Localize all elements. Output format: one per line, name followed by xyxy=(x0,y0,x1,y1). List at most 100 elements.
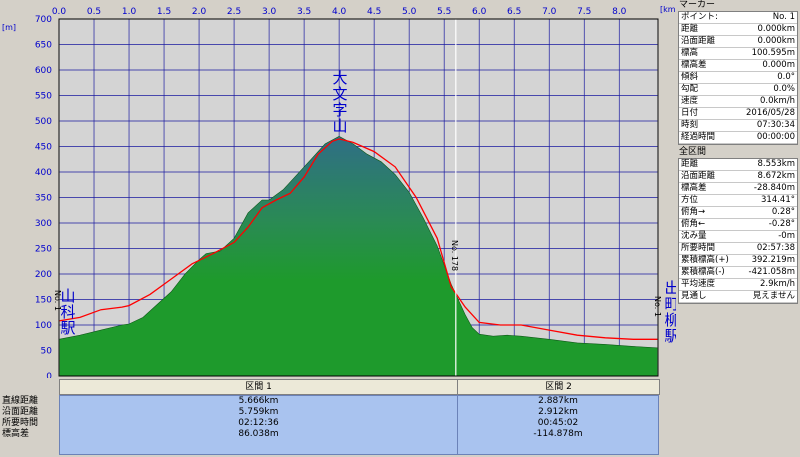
y-tick-label: 700 xyxy=(35,15,52,25)
marker-row-value: 0.0° xyxy=(777,72,795,82)
total-row-value: -28.840m xyxy=(753,183,795,193)
section-2-values[interactable]: 2.887km 2.912km 00:45:02 -114.878m xyxy=(457,395,659,455)
row-label-elevation-diff: 標高差 xyxy=(2,429,30,439)
y-tick-label: 500 xyxy=(35,117,52,127)
section-1-duration: 02:12:36 xyxy=(238,418,279,428)
total-row-label: 沿面距離 xyxy=(681,171,716,181)
total-row: 距離 8.553km xyxy=(679,159,797,171)
y-tick-label: 250 xyxy=(35,245,52,255)
marker-row: 速度 0.0km/h xyxy=(679,96,797,108)
total-row: 平均速度 2.9km/h xyxy=(679,279,797,291)
total-row-value: -0.28° xyxy=(768,219,795,229)
elevation-chart[interactable]: 0 50 100 150 200 250 300 350 400 450 500 550 600 650 7… xyxy=(0,0,680,378)
total-row-value: -421.058m xyxy=(748,267,796,277)
x-tick-label: 4.0 xyxy=(332,7,347,17)
section-1-header[interactable]: 区間 1 xyxy=(59,379,458,395)
peak-label: 大文字山 xyxy=(332,70,348,134)
marker-row-label: 速度 xyxy=(681,96,699,106)
elevation-chart-svg[interactable]: 0 50 100 150 200 250 300 350 400 450 500 550 600 650 7… xyxy=(0,0,676,378)
start-point-label: No. 1 xyxy=(53,290,62,311)
marker-row: 勾配 0.0% xyxy=(679,84,797,96)
marker-row-label: ポイント: xyxy=(681,12,718,22)
y-tick-label: 450 xyxy=(35,143,52,153)
plot-frame xyxy=(58,18,659,377)
section-1-elevation-diff: 86.038m xyxy=(238,429,279,439)
y-tick-label: 650 xyxy=(35,41,52,51)
marker-row: 距離 0.000km xyxy=(679,24,797,36)
x-tick-label: 1.5 xyxy=(157,7,171,17)
total-row-value: 見えません xyxy=(752,291,795,301)
total-row-value: 314.41° xyxy=(761,195,795,205)
total-row-label: 所要時間 xyxy=(681,243,716,253)
x-tick-label: 2.5 xyxy=(227,7,241,17)
x-tick-label: 7.0 xyxy=(542,7,557,17)
total-row-value: 02:57:38 xyxy=(756,243,795,253)
row-label-surface-distance: 沿面距離 xyxy=(2,407,39,417)
gps-track-line xyxy=(58,138,658,340)
x-tick-label: 2.0 xyxy=(192,7,207,17)
info-panel: マーカー ポイント: No. 1 距離 0.000km 沿面距離 0.000km 標高 100… xyxy=(676,0,800,457)
marker-row-value: 0.000m xyxy=(762,60,795,70)
y-tick-label: 300 xyxy=(35,219,52,229)
marker-row-label: 距離 xyxy=(681,24,699,34)
y-tick-label: 200 xyxy=(35,270,52,280)
total-row-label: 俯角← xyxy=(681,219,706,229)
label-char: 大 xyxy=(332,69,348,87)
label-char: 柳 xyxy=(664,311,680,329)
x-tick-label: 7.5 xyxy=(577,7,591,17)
section-1-surface-distance: 5.759km xyxy=(238,407,279,417)
section-1-values[interactable]: 5.666km 5.759km 02:12:36 86.038m xyxy=(59,395,458,455)
marker-row-value: 100.595m xyxy=(751,48,795,58)
y-tick-label: 150 xyxy=(35,296,52,306)
section-1-straight-distance: 5.666km xyxy=(238,396,279,406)
row-label-straight-distance: 直線距離 xyxy=(2,396,39,406)
marker-row: 時刻 07:30:34 xyxy=(679,120,797,132)
marker-row-label: 日付 xyxy=(681,108,699,118)
marker-row-value: 2016/05/28 xyxy=(746,108,795,118)
row-label-duration: 所要時間 xyxy=(2,418,39,428)
total-row: 俯角← -0.28° xyxy=(679,219,797,231)
marker-panel-title: マーカー xyxy=(679,0,716,10)
total-row-label: 俯角→ xyxy=(681,207,706,217)
label-char: 駅 xyxy=(664,327,680,345)
marker-row-label: 経過時間 xyxy=(681,132,716,142)
total-row: 累積標高(-) -421.058m xyxy=(679,267,797,279)
total-row: 見通し 見えません xyxy=(679,291,797,303)
total-row: 方位 314.41° xyxy=(679,195,797,207)
marker-row-value: 07:30:34 xyxy=(756,120,795,130)
section-2-elevation-diff: -114.878m xyxy=(533,429,583,439)
total-info-table: 距離 8.553km 沿面距離 8.672km 標高差 -28.840m 方位 314.41°… xyxy=(678,158,798,304)
total-row: 俯角→ 0.28° xyxy=(679,207,797,219)
marker-row: 傾斜 0.0° xyxy=(679,72,797,84)
marker-row-value: 0.0% xyxy=(773,84,795,94)
total-row-value: -0m xyxy=(778,231,795,241)
total-row-value: 8.553km xyxy=(757,159,795,169)
section-2-title: 区間 2 xyxy=(545,382,572,392)
marker-row: 標高 100.595m xyxy=(679,48,797,60)
marker-row-value: No. 1 xyxy=(772,12,795,22)
total-row-label: 累積標高(+) xyxy=(681,255,729,265)
end-point-label: No. 1 xyxy=(653,296,662,317)
x-tick-label: 4.5 xyxy=(367,7,381,17)
total-row-value: 392.219m xyxy=(751,255,795,265)
y-tick-label: 350 xyxy=(35,194,52,204)
marker-row: 経過時間 00:00:00 xyxy=(679,132,797,144)
divider-point-label: No. 178 xyxy=(450,240,459,272)
marker-row-label: 沿面距離 xyxy=(681,36,716,46)
total-row: 標高差 -28.840m xyxy=(679,183,797,195)
x-tick-label: 6.5 xyxy=(507,7,521,17)
marker-row-label: 標高差 xyxy=(681,60,707,70)
y-tick-label: 50 xyxy=(41,347,53,357)
section-1-title: 区間 1 xyxy=(245,382,272,392)
section-2-header[interactable]: 区間 2 xyxy=(457,379,660,395)
x-tick-label: 5.5 xyxy=(437,7,451,17)
total-row-label: 平均速度 xyxy=(681,279,716,289)
marker-row-label: 標高 xyxy=(681,48,699,58)
x-tick-label: 6.0 xyxy=(472,7,487,17)
marker-row: 日付 2016/05/28 xyxy=(679,108,797,120)
section-2-straight-distance: 2.887km xyxy=(538,396,578,406)
end-station-label: 出町柳駅 xyxy=(664,280,680,344)
x-tick-label: 0.0 xyxy=(52,7,67,17)
y-unit-label: [m] xyxy=(2,23,16,32)
label-char: 山 xyxy=(60,287,76,305)
